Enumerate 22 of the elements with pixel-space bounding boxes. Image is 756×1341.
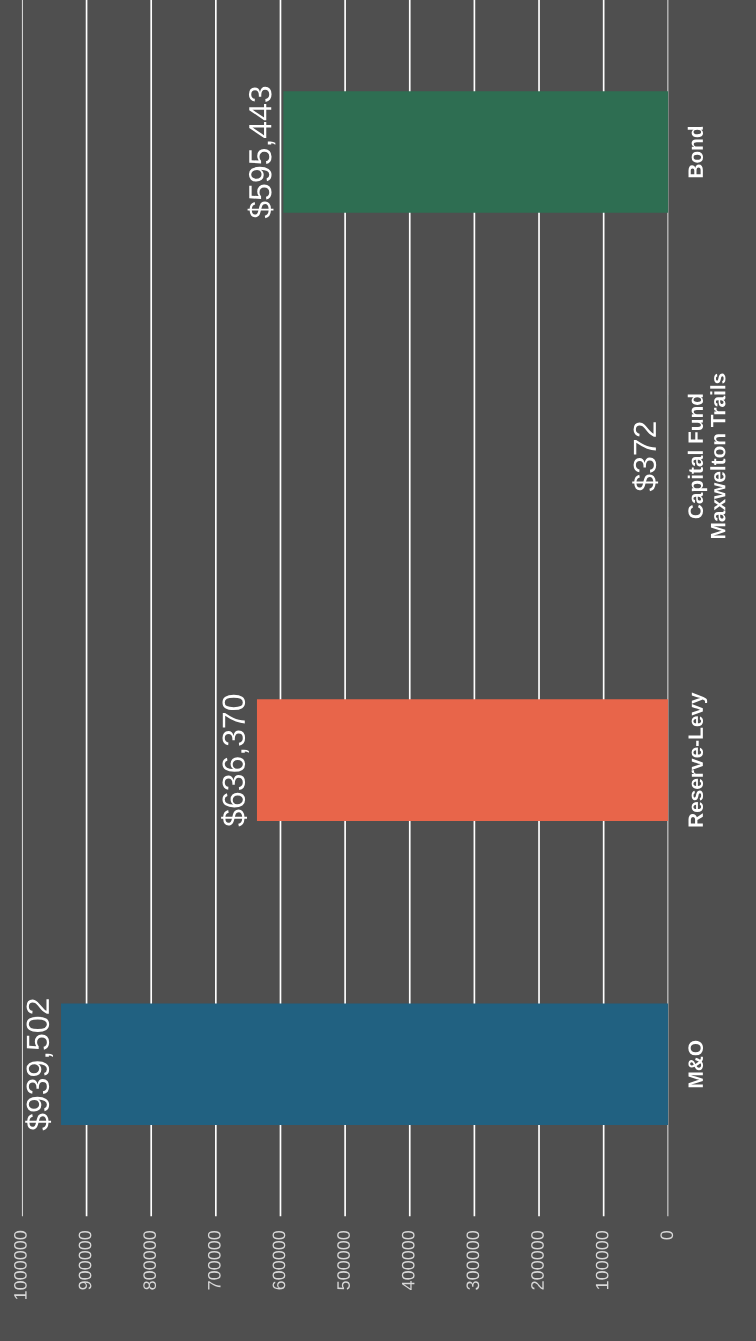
data-label: $595,443 xyxy=(247,86,276,219)
x-tick-label: 100000 xyxy=(595,1230,609,1290)
x-tick-label: 0 xyxy=(660,1230,674,1240)
x-tick-label: 500000 xyxy=(337,1230,350,1290)
x-tick-label: 400000 xyxy=(401,1230,415,1290)
x-tick-label: 900000 xyxy=(78,1230,92,1290)
x-tick-label: 200000 xyxy=(531,1230,544,1290)
y-tick-label: M&O xyxy=(688,1040,704,1088)
y-tick-label: Capital Fund Maxwelton Trails xyxy=(687,373,726,539)
x-tick-label: 700000 xyxy=(207,1230,221,1290)
bar xyxy=(283,91,669,213)
x-tick-label: 1000000 xyxy=(13,1230,27,1300)
y-tick-label: Reserve-Levy xyxy=(688,692,708,827)
x-tick-label: 300000 xyxy=(466,1230,480,1290)
data-label: $939,502 xyxy=(25,999,53,1131)
data-label: $636,370 xyxy=(221,694,249,827)
x-tick-label: 600000 xyxy=(272,1230,286,1290)
x-tick-label: 800000 xyxy=(143,1230,157,1290)
bar xyxy=(61,1003,669,1126)
bar xyxy=(256,699,669,821)
data-label: $372 xyxy=(632,422,659,492)
y-tick-label: Bond xyxy=(687,126,704,178)
